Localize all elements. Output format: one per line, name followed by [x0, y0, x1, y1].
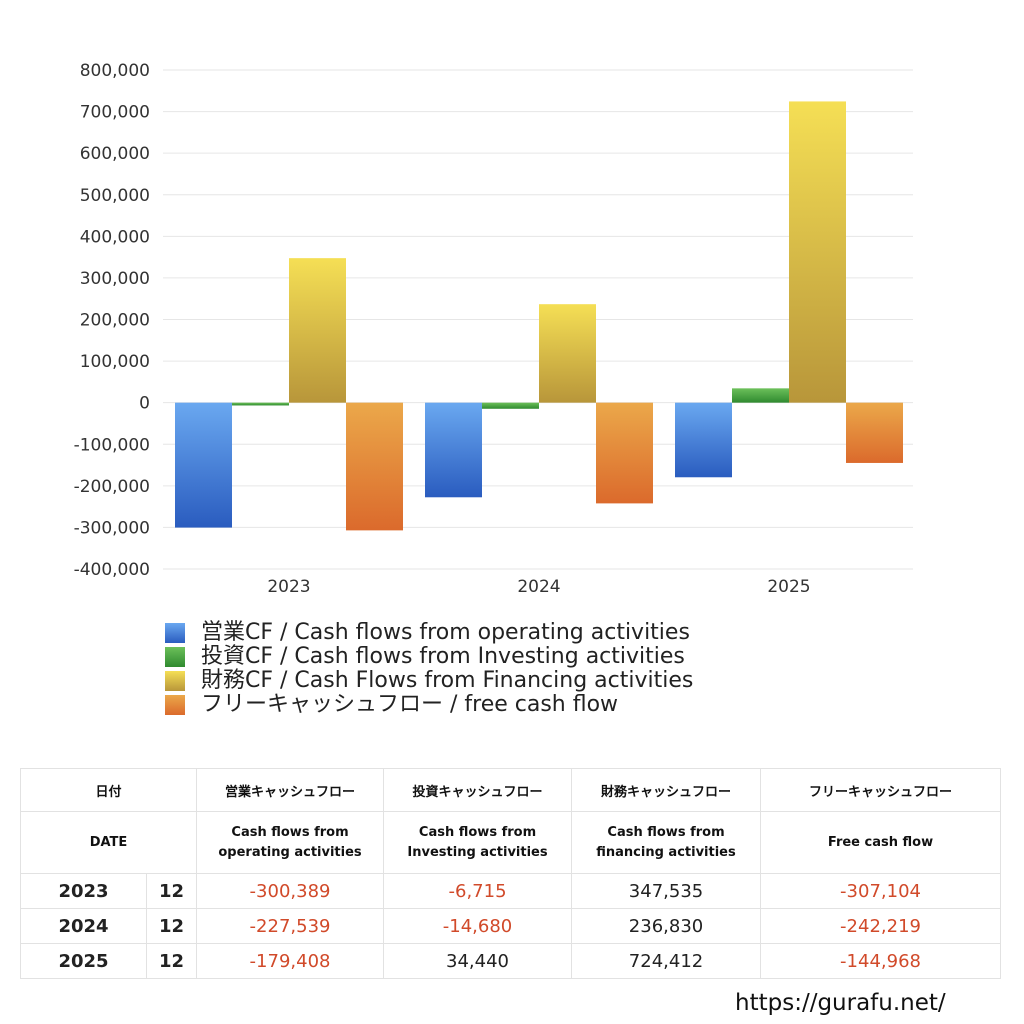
- y-tick-label: 200,000: [80, 311, 150, 331]
- header-date-en: DATE: [19, 811, 198, 874]
- y-tick-label: 500,000: [80, 186, 150, 206]
- table-row: 2024 12 -227,539 -14,680 236,830 -242,21…: [20, 908, 1002, 944]
- gridlines: [163, 69, 913, 570]
- x-axis-ticks: 2023 2024 2025: [267, 577, 810, 597]
- legend-item-investing: 投資CF / Cash flows from Investing activit…: [165, 645, 693, 669]
- cell-free-cf: -307,104: [760, 873, 1002, 909]
- bar-investing-2025: [732, 388, 789, 403]
- bar-operating-2024: [425, 402, 482, 498]
- legend-swatch-operating: [165, 623, 185, 643]
- cell-financing: 347,535: [571, 873, 762, 909]
- y-tick-label: -200,000: [74, 477, 150, 497]
- header-free-cf-en: Free cash flow: [760, 811, 1002, 874]
- table-header-row-en: DATE Cash flows from operating activitie…: [19, 811, 1002, 874]
- row-year: 2025: [20, 943, 147, 979]
- cell-operating: -179,408: [196, 943, 385, 979]
- bar-free-cash-flow-2024: [596, 402, 653, 504]
- row-year: 2024: [20, 908, 147, 944]
- row-month: 12: [145, 943, 198, 979]
- cell-investing: 34,440: [383, 943, 573, 979]
- header-operating-en: Cash flows from operating activities: [196, 811, 385, 874]
- cell-financing: 236,830: [571, 908, 762, 944]
- y-tick-label: 700,000: [80, 103, 150, 123]
- header-financing-en: Cash flows from financing activities: [571, 811, 762, 874]
- y-tick-label: -300,000: [74, 518, 150, 538]
- bar-investing-2024: [482, 402, 539, 409]
- bar-free-cash-flow-2023: [346, 402, 403, 531]
- table-row: 2023 12 -300,389 -6,715 347,535 -307,104: [20, 873, 1002, 909]
- header-financing-jp: 財務キャッシュフロー: [571, 768, 762, 812]
- y-tick-label: 100,000: [80, 352, 150, 372]
- legend-swatch-investing: [165, 647, 185, 667]
- cell-operating: -227,539: [196, 908, 385, 944]
- legend-item-free-cash-flow: フリーキャッシュフロー / free cash flow: [165, 693, 693, 717]
- y-axis-ticks: 800,000 700,000 600,000 500,000 400,000 300,0…: [74, 61, 150, 580]
- cash-flow-bar-chart: 800,000 700,000 600,000 500,000 400,000 300,0…: [74, 61, 913, 597]
- bars: [175, 101, 903, 531]
- y-tick-label: 0: [139, 394, 150, 414]
- cell-financing: 724,412: [571, 943, 762, 979]
- legend-label-operating: 営業CF / Cash flows from operating activit…: [201, 620, 690, 645]
- bar-operating-2025: [675, 402, 732, 478]
- bar-free-cash-flow-2025: [846, 402, 903, 463]
- y-tick-label: -400,000: [74, 560, 150, 580]
- legend-label-financing: 財務CF / Cash Flows from Financing activit…: [201, 668, 694, 693]
- cell-free-cf: -242,219: [760, 908, 1002, 944]
- legend: 営業CF / Cash flows from operating activit…: [165, 621, 693, 717]
- cash-flow-table: 日付 営業キャッシュフロー 投資キャッシュフロー 財務キャッシュフロー フリーキ…: [19, 768, 1002, 979]
- y-tick-label: 600,000: [80, 144, 150, 164]
- cell-investing: -6,715: [383, 873, 573, 909]
- site-url[interactable]: https://gurafu.net/: [735, 990, 946, 1016]
- row-month: 12: [145, 908, 198, 944]
- legend-label-free-cash-flow: フリーキャッシュフロー / free cash flow: [201, 692, 619, 717]
- bar-investing-2023: [232, 402, 289, 406]
- table-row: 2025 12 -179,408 34,440 724,412 -144,968: [20, 943, 1002, 979]
- legend-item-operating: 営業CF / Cash flows from operating activit…: [165, 621, 693, 645]
- y-tick-label: 300,000: [80, 269, 150, 289]
- y-tick-label: 400,000: [80, 227, 150, 247]
- bar-financing-2023: [289, 258, 346, 403]
- legend-swatch-financing: [165, 671, 185, 691]
- legend-label-investing: 投資CF / Cash flows from Investing activit…: [201, 644, 685, 669]
- row-year: 2023: [20, 873, 147, 909]
- header-free-cf-jp: フリーキャッシュフロー: [760, 768, 1002, 812]
- bar-financing-2024: [539, 304, 596, 403]
- cell-operating: -300,389: [196, 873, 385, 909]
- y-tick-label: 800,000: [80, 61, 150, 81]
- x-tick-label: 2024: [517, 577, 560, 597]
- row-month: 12: [145, 873, 198, 909]
- x-tick-label: 2025: [767, 577, 810, 597]
- header-operating-jp: 営業キャッシュフロー: [196, 768, 385, 812]
- y-tick-label: -100,000: [74, 435, 150, 455]
- header-investing-en: Cash flows from Investing activities: [383, 811, 573, 874]
- header-investing-jp: 投資キャッシュフロー: [383, 768, 573, 812]
- legend-item-financing: 財務CF / Cash Flows from Financing activit…: [165, 669, 693, 693]
- cell-investing: -14,680: [383, 908, 573, 944]
- bar-financing-2025: [789, 101, 846, 403]
- x-tick-label: 2023: [267, 577, 310, 597]
- bar-operating-2023: [175, 402, 232, 528]
- table-header-row-jp: 日付 営業キャッシュフロー 投資キャッシュフロー 財務キャッシュフロー フリーキ…: [19, 768, 1002, 812]
- cell-free-cf: -144,968: [760, 943, 1002, 979]
- legend-swatch-free-cash-flow: [165, 695, 185, 715]
- header-date-jp: 日付: [19, 768, 198, 812]
